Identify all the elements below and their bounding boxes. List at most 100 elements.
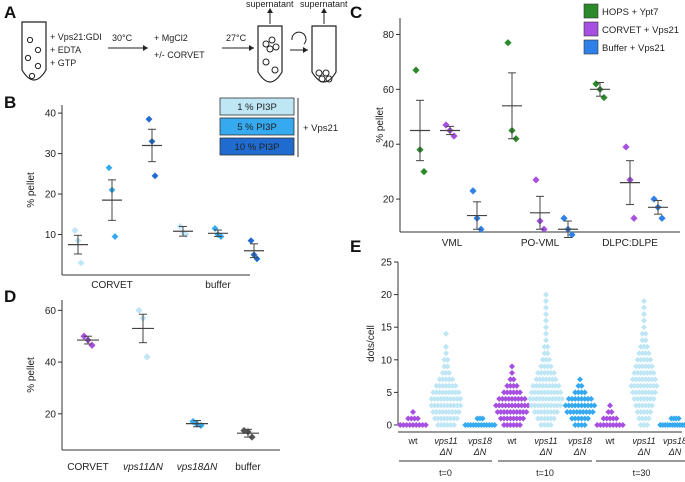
data-point <box>628 382 635 389</box>
data-point <box>622 143 630 151</box>
data-point <box>605 408 612 415</box>
data-point <box>619 422 626 428</box>
data-point <box>447 422 454 428</box>
data-point <box>641 324 647 331</box>
data-point <box>507 415 514 422</box>
data-point <box>569 395 575 402</box>
data-point <box>435 422 441 428</box>
data-point <box>541 350 548 357</box>
data-point <box>589 408 596 415</box>
data-point <box>433 408 440 415</box>
vesicle <box>34 46 42 54</box>
y-tick-label: 20 <box>45 190 57 201</box>
data-point <box>416 422 423 428</box>
data-point <box>457 395 464 402</box>
data-point <box>572 395 579 402</box>
data-point <box>535 389 541 396</box>
data-point <box>585 395 591 402</box>
data-point <box>642 415 649 422</box>
data-point <box>645 402 652 409</box>
data-point <box>479 415 486 422</box>
data-point <box>594 422 601 428</box>
data-point <box>541 343 548 350</box>
data-point <box>527 395 533 402</box>
data-point <box>431 395 438 402</box>
data-point <box>631 382 638 389</box>
data-point <box>645 376 652 383</box>
data-point <box>642 389 649 396</box>
y-tick-label: 40 <box>45 358 57 369</box>
x-category-label-suffix: ΔN <box>539 447 553 457</box>
y-tick-label: 80 <box>383 30 395 41</box>
data-point <box>641 343 647 350</box>
legend-swatch <box>583 3 599 19</box>
data-point <box>581 402 588 409</box>
arrowhead <box>143 45 148 51</box>
data-point <box>603 422 610 428</box>
data-point <box>530 395 537 402</box>
data-point <box>578 395 585 402</box>
timepoint-label: t=0 <box>439 468 452 478</box>
data-point <box>430 389 437 396</box>
data-point <box>543 317 549 324</box>
x-category-label: vps11 <box>434 436 457 446</box>
data-point <box>447 402 454 409</box>
data-point <box>544 369 551 376</box>
data-point <box>449 382 456 389</box>
data-point <box>639 363 646 370</box>
data-point <box>636 363 643 370</box>
panel-a-schematic: + Vps21:GDI + EDTA + GTP 30°C + MgCl2 +/… <box>21 0 348 83</box>
data-point <box>597 422 604 428</box>
x-category-label: CORVET <box>67 462 109 473</box>
data-point <box>554 389 561 396</box>
data-point <box>634 395 641 402</box>
data-point <box>642 330 649 337</box>
x-category-label: wt <box>408 436 418 446</box>
arrowhead <box>267 8 273 13</box>
data-point <box>538 422 545 428</box>
data-point <box>507 389 514 396</box>
data-point <box>435 395 441 402</box>
data-point <box>607 422 613 428</box>
data-point <box>535 415 541 422</box>
data-point <box>603 415 610 422</box>
step2-add-2: +/- CORVET <box>154 50 205 60</box>
data-point <box>641 369 647 376</box>
data-point <box>413 422 420 428</box>
legend-label: HOPS + Ypt7 <box>602 7 658 18</box>
data-point <box>501 422 507 428</box>
data-point <box>438 395 445 402</box>
legend-label: 10 % PI3P <box>235 142 280 153</box>
data-point <box>531 402 538 409</box>
data-point <box>544 402 551 409</box>
data-point <box>400 422 407 428</box>
vesicle-cluster <box>262 40 270 48</box>
data-point <box>405 415 412 422</box>
data-point <box>444 415 451 422</box>
data-point <box>535 402 541 409</box>
data-point <box>591 402 598 409</box>
y-tick-label: 40 <box>45 109 57 120</box>
x-category-label: CORVET <box>91 280 133 291</box>
legend-swatch <box>583 39 599 55</box>
data-point <box>649 376 655 383</box>
arrowhead <box>249 45 254 51</box>
data-point <box>513 422 520 428</box>
data-point <box>647 369 654 376</box>
y-tick-label: 30 <box>45 149 57 160</box>
vesicle <box>28 72 36 80</box>
data-point <box>639 330 646 337</box>
data-point <box>551 415 557 422</box>
data-point <box>455 408 462 415</box>
data-point <box>451 402 457 409</box>
data-point <box>538 389 545 396</box>
data-point <box>637 356 644 363</box>
vesicle-cluster <box>266 45 274 53</box>
data-point <box>438 415 445 422</box>
data-point <box>637 343 644 350</box>
data-point <box>443 343 449 350</box>
tube1-line-2: + EDTA <box>50 45 81 55</box>
data-point <box>547 363 554 370</box>
vesicle <box>262 58 270 66</box>
